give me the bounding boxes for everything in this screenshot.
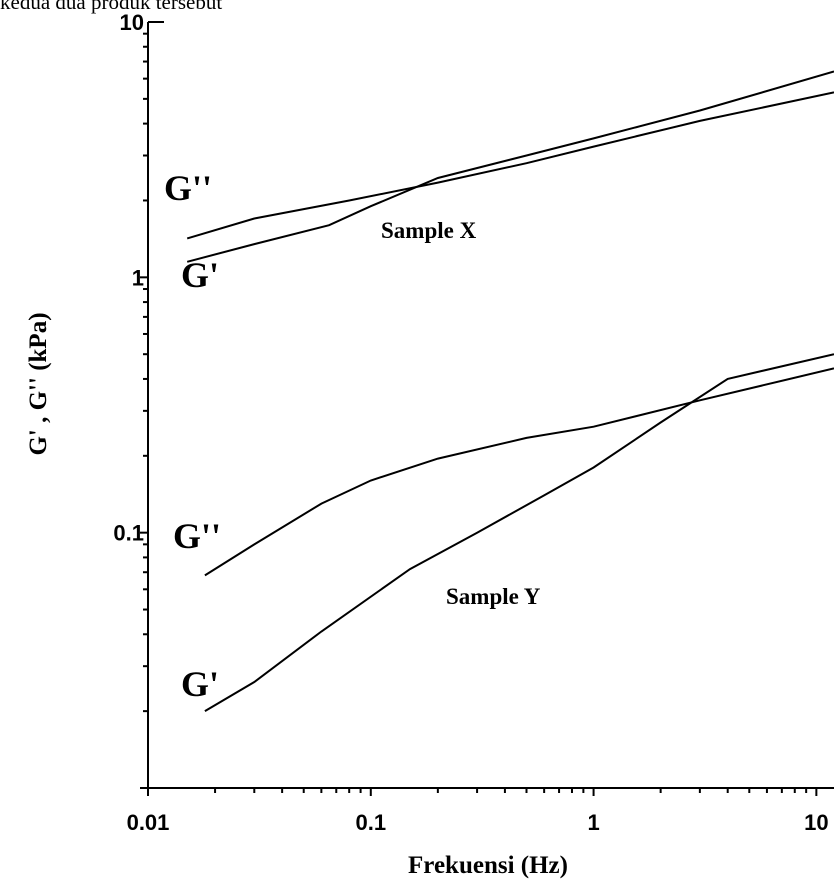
x-tick-label: 1 [587, 810, 599, 835]
sample-x-label: Sample X [381, 218, 477, 243]
x-tick-label: 0.01 [127, 810, 170, 835]
plot-frame [147, 21, 834, 789]
series-line-4 [204, 353, 834, 712]
series-label-y-g1: G' [181, 664, 219, 704]
axis-ticks: 0.01 0.1 1 10 0.1 1 10 [113, 10, 828, 835]
y-tick-label: 10 [120, 10, 144, 35]
x-tick-label: 10 [804, 810, 828, 835]
x-tick-label: 0.1 [355, 810, 386, 835]
series-lines [186, 70, 834, 712]
series-line-3 [204, 367, 834, 577]
sample-y-label: Sample Y [446, 584, 541, 609]
y-axis-title: G' , G'' (kPa) [25, 312, 52, 455]
series-label-x-g2: G'' [164, 168, 212, 208]
x-axis-title: Frekuensi (Hz) [408, 852, 568, 879]
series-label-y-g2: G'' [173, 516, 221, 556]
series-label-x-g1: G' [181, 255, 219, 295]
series-line-1 [186, 91, 834, 240]
y-tick-label: 1 [132, 265, 144, 290]
y-tick-label: 0.1 [113, 521, 144, 546]
caption-text: kedua dua produk tersebut [0, 0, 223, 14]
series-line-2 [186, 70, 834, 263]
